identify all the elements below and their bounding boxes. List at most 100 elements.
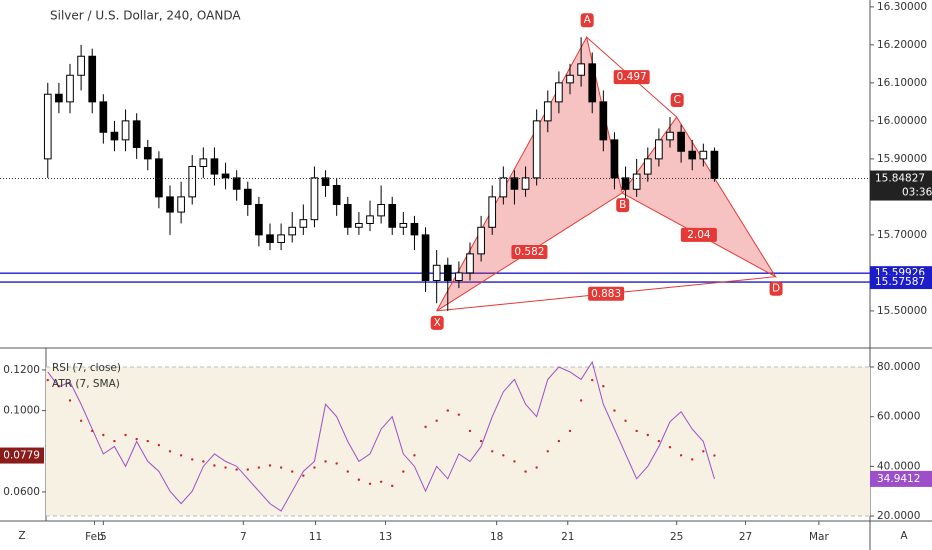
candle-body bbox=[466, 253, 474, 274]
atr-dot bbox=[202, 460, 205, 463]
x-tick-label: 5 bbox=[100, 531, 107, 543]
level-tag bbox=[870, 275, 932, 290]
point-tag bbox=[670, 93, 684, 108]
candle-body bbox=[610, 139, 619, 179]
y-tick-label: 16.10000 bbox=[877, 77, 927, 89]
atr-dot bbox=[357, 478, 361, 481]
atr-dot bbox=[591, 378, 594, 382]
candle-body bbox=[432, 264, 441, 281]
atr-dot bbox=[57, 385, 61, 388]
candle-body bbox=[677, 131, 685, 152]
ratio-tag bbox=[511, 244, 548, 259]
atr-dot bbox=[379, 480, 383, 483]
candle-body bbox=[710, 150, 719, 180]
atr-dot bbox=[668, 446, 672, 449]
atr-dot bbox=[68, 399, 72, 402]
ratio-tag bbox=[613, 70, 650, 85]
x-tick-label: Feb bbox=[85, 531, 104, 543]
atr-dot bbox=[468, 429, 472, 433]
corner-label: A bbox=[900, 530, 908, 542]
candle-body bbox=[532, 120, 541, 179]
candle-body bbox=[177, 196, 185, 213]
candle-body bbox=[255, 203, 263, 236]
atr-dot bbox=[402, 470, 405, 473]
atr-dot bbox=[168, 450, 172, 453]
candle-body bbox=[421, 234, 430, 281]
candle-body bbox=[355, 222, 363, 228]
point-label: X bbox=[434, 317, 441, 329]
atr-dot bbox=[346, 470, 349, 473]
candle-body bbox=[388, 203, 397, 228]
y-tick-label: 15.50000 bbox=[877, 305, 927, 317]
candle-body bbox=[310, 177, 319, 221]
atr-dot bbox=[524, 470, 527, 473]
candle-body bbox=[277, 234, 285, 243]
atr-dot bbox=[124, 433, 127, 437]
candle-body bbox=[455, 272, 463, 281]
ratio-label: 0.582 bbox=[514, 246, 544, 258]
ratio-label: 0.883 bbox=[591, 288, 621, 300]
candle-body bbox=[366, 215, 374, 224]
rsi-last-tag bbox=[870, 470, 932, 487]
atr-dot bbox=[613, 409, 616, 412]
candle-body bbox=[555, 82, 563, 103]
candle-body bbox=[632, 173, 641, 190]
candle-body bbox=[266, 234, 274, 243]
candle-body bbox=[588, 63, 597, 103]
candle-body bbox=[288, 226, 297, 236]
atr-dot bbox=[279, 466, 283, 469]
rsi-tick-label: 60.0000 bbox=[877, 411, 920, 423]
rsi-tick-label: 40.0000 bbox=[877, 460, 920, 472]
point-label: D bbox=[772, 283, 780, 295]
candle-body bbox=[221, 173, 230, 179]
atr-dot bbox=[491, 450, 494, 453]
atr-dot bbox=[268, 464, 272, 467]
atr-dot bbox=[324, 460, 327, 463]
atr-dot bbox=[702, 450, 705, 453]
candle-body bbox=[166, 196, 174, 213]
candle-body bbox=[543, 101, 552, 122]
candle-body bbox=[155, 158, 163, 198]
atr-dot bbox=[213, 464, 216, 467]
y-tick-label: 16.30000 bbox=[877, 1, 927, 13]
point-tag bbox=[769, 281, 783, 296]
atr-dot bbox=[313, 466, 316, 469]
candle-body bbox=[332, 184, 341, 205]
atr-dot bbox=[368, 482, 372, 486]
candle-body bbox=[199, 158, 208, 167]
last-price-tag bbox=[870, 170, 932, 201]
atr-dot bbox=[513, 460, 516, 463]
candle-body bbox=[688, 150, 697, 160]
atr-dot bbox=[535, 466, 538, 469]
point-tag bbox=[580, 13, 594, 28]
x-tick-label: 25 bbox=[670, 531, 683, 543]
candle-body bbox=[655, 139, 663, 160]
atr-dot bbox=[546, 450, 549, 453]
candle-body bbox=[521, 177, 530, 190]
candle-body bbox=[510, 177, 519, 190]
atr-dot bbox=[291, 470, 294, 473]
atr-dot bbox=[657, 439, 661, 443]
atr-dot bbox=[424, 425, 427, 429]
candle-body bbox=[343, 203, 352, 228]
atr-dot bbox=[635, 429, 638, 433]
atr-dot bbox=[446, 409, 449, 412]
atr-dot bbox=[257, 466, 261, 469]
candle-body bbox=[99, 101, 108, 133]
candle-body bbox=[566, 74, 574, 84]
candle-body bbox=[577, 63, 585, 76]
rsi-tick-label: 80.0000 bbox=[877, 361, 920, 373]
atr-dot bbox=[91, 429, 94, 433]
x-tick-label: 13 bbox=[379, 531, 392, 543]
atr-dot bbox=[302, 474, 305, 477]
atr-dot bbox=[179, 454, 183, 457]
x-tick-label: Mar bbox=[809, 531, 829, 543]
candle-body bbox=[377, 203, 385, 217]
candle-body bbox=[243, 188, 252, 205]
candle-body bbox=[643, 158, 652, 175]
atr-last-label: 0.0779 bbox=[3, 450, 40, 462]
candle-body bbox=[55, 93, 63, 103]
corner-label: Z bbox=[18, 530, 25, 542]
point-tag bbox=[616, 198, 630, 213]
candle-body bbox=[210, 158, 219, 175]
